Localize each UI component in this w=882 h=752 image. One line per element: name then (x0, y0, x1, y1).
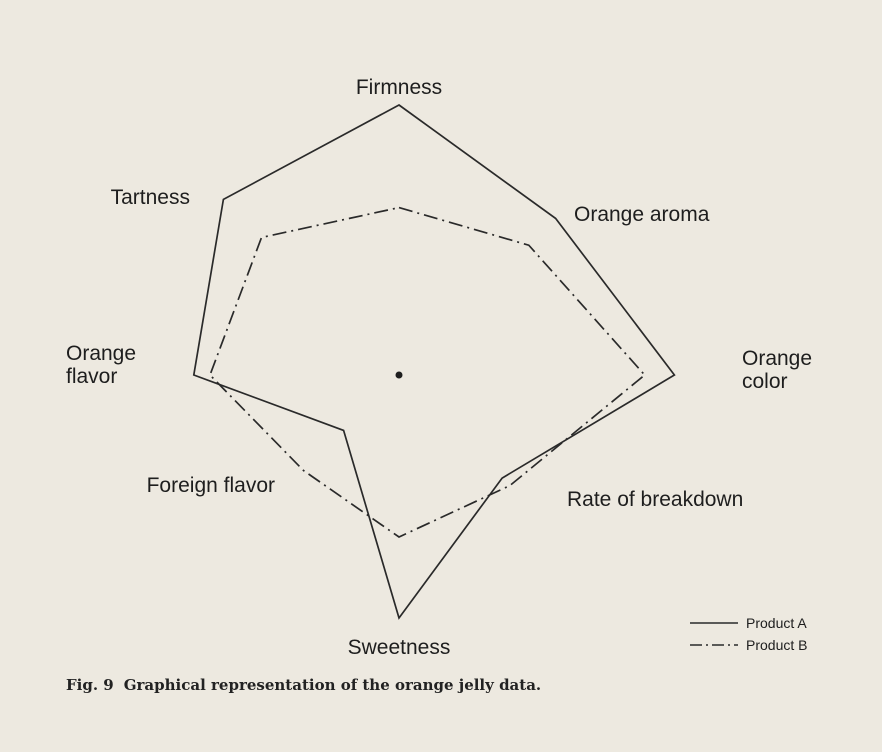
figure-caption: Fig. 9 Graphical representation of the or… (66, 676, 541, 694)
axis-label-foreign-flavor: Foreign flavor (147, 474, 275, 497)
axis-label-orange-color: Orange color (742, 347, 812, 393)
center-point (395, 371, 403, 379)
axis-label-rate-of-breakdown: Rate of breakdown (567, 488, 743, 511)
legend-label-product-a: Product A (746, 615, 807, 631)
axis-label-orange-flavor: Orange flavor (66, 342, 136, 388)
axis-label-sweetness: Sweetness (348, 636, 451, 659)
axis-label-orange-aroma: Orange aroma (574, 203, 710, 226)
legend-label-product-b: Product B (746, 637, 807, 653)
axis-label-tartness: Tartness (111, 186, 190, 209)
figure-number: Fig. 9 (66, 676, 114, 694)
series-line-product-b (209, 206, 646, 538)
axis-label-firmness: Firmness (356, 76, 442, 99)
caption-text: Graphical representation of the orange j… (123, 676, 542, 694)
legend: Product A Product B (690, 615, 807, 653)
series-line-product-a (192, 103, 676, 620)
